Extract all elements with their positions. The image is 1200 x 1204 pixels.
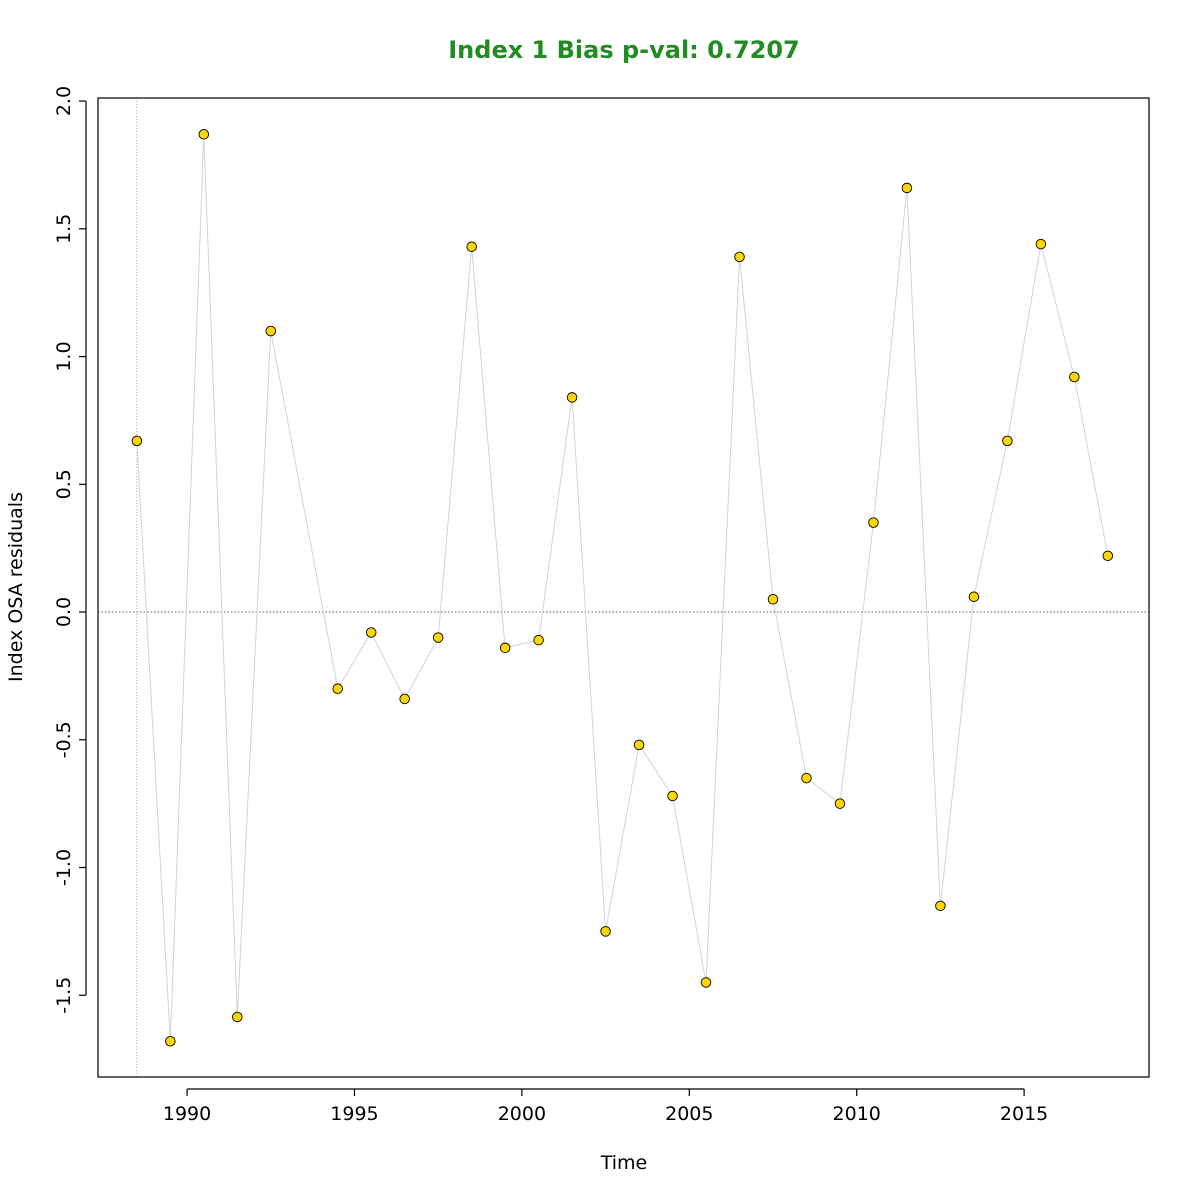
data-point	[667, 790, 678, 802]
data-point	[131, 435, 143, 447]
data-point	[834, 798, 846, 809]
data-point	[365, 627, 377, 638]
data-point	[901, 182, 913, 194]
plot-frame	[97, 97, 1150, 1078]
data-point	[1102, 550, 1114, 562]
x-tick-label: 2005	[665, 1103, 713, 1125]
x-tick-label: 2010	[833, 1103, 881, 1125]
data-point	[332, 683, 343, 694]
data-point	[432, 632, 444, 643]
data-point	[700, 977, 712, 988]
y-tick-label: 0.0	[53, 597, 75, 627]
y-tick-label: 1.0	[53, 341, 75, 371]
data-point	[968, 591, 980, 602]
data-point	[1035, 238, 1047, 250]
x-tick-label: 1990	[163, 1103, 211, 1125]
data-point	[868, 517, 879, 528]
data-point	[466, 241, 477, 252]
data-point	[633, 739, 645, 751]
data-point	[935, 900, 946, 912]
data-point	[767, 594, 779, 605]
data-point	[265, 325, 277, 337]
data-point	[600, 926, 611, 937]
y-tick-label: 1.5	[53, 214, 75, 244]
chart-title: Index 1 Bias p-val: 0.7207	[448, 36, 800, 64]
data-point	[801, 772, 812, 784]
data-point	[399, 693, 410, 705]
data-point	[566, 392, 578, 403]
data-point	[198, 129, 210, 140]
data-point	[1069, 371, 1080, 383]
data-point	[533, 634, 544, 646]
y-tick-label: -1.0	[53, 849, 75, 886]
data-point	[499, 642, 511, 654]
data-point	[165, 1035, 176, 1047]
y-tick-label: 2.0	[53, 86, 75, 116]
x-tick-label: 2000	[498, 1103, 546, 1125]
y-tick-label: 0.5	[53, 469, 75, 499]
data-point	[1002, 435, 1013, 447]
y-tick-label: -1.5	[53, 977, 75, 1014]
data-point	[734, 251, 745, 263]
x-tick-label: 1995	[330, 1103, 378, 1125]
y-tick-label: -0.5	[53, 721, 75, 758]
x-axis-label: Time	[600, 1152, 648, 1174]
data-point	[232, 1011, 243, 1023]
x-tick-label: 2015	[1000, 1103, 1048, 1125]
y-axis-label: Index OSA residuals	[5, 492, 27, 682]
